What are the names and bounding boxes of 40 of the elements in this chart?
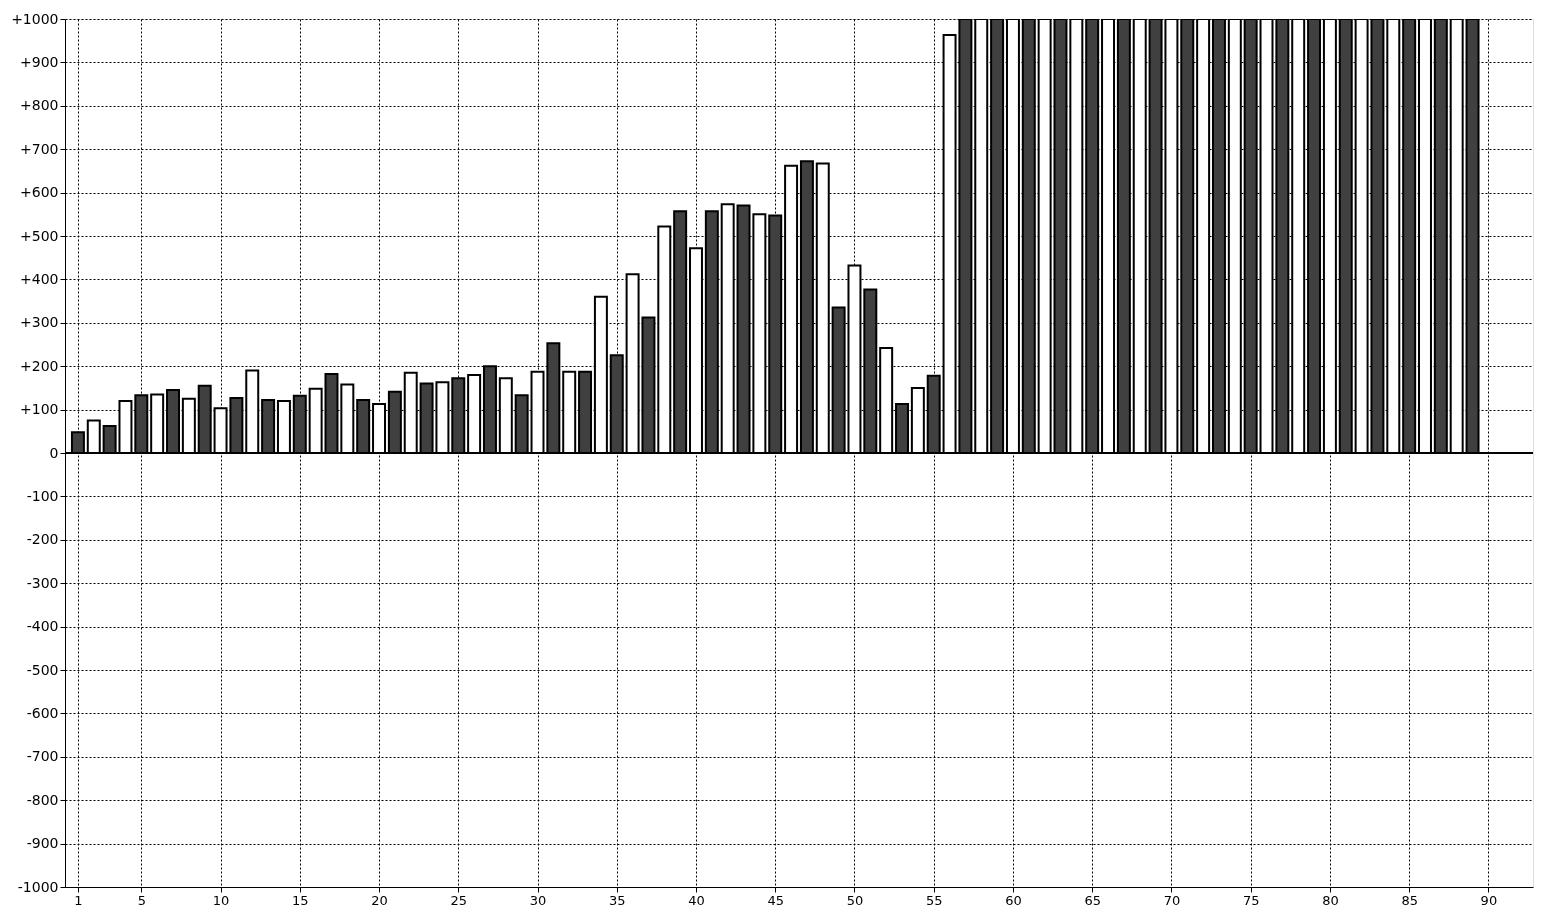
y-tick-label: +900 xyxy=(20,53,59,70)
x-tick-label: 55 xyxy=(925,892,943,906)
x-tick-label: 15 xyxy=(292,892,309,906)
y-tick-label: -100 xyxy=(26,487,59,504)
x-tick-label: 85 xyxy=(1401,892,1418,906)
x-tick-label: 45 xyxy=(767,892,784,906)
y-tick-label: -700 xyxy=(26,748,59,765)
y-tick-label: -800 xyxy=(26,791,59,808)
y-tick-label: -400 xyxy=(26,618,59,635)
x-tick-label: 20 xyxy=(371,892,388,906)
x-tick-label: 50 xyxy=(846,892,864,906)
y-tick-label: -900 xyxy=(26,835,59,852)
y-tick-label: 0 xyxy=(49,444,59,461)
y-tick-label: -600 xyxy=(26,704,59,721)
x-tick-label: 30 xyxy=(529,892,547,906)
x-tick-label: 1 xyxy=(74,892,83,906)
y-tick-label: +100 xyxy=(20,401,59,418)
y-tick-label: -300 xyxy=(26,574,59,591)
y-tick-label: +400 xyxy=(20,270,59,287)
x-tick-label: 70 xyxy=(1163,892,1181,906)
y-tick-label: +1000 xyxy=(11,10,59,27)
x-tick-label: 35 xyxy=(608,892,626,906)
y-tick-label: -200 xyxy=(26,531,59,548)
y-tick-label: -500 xyxy=(26,661,59,678)
x-tick-label: 25 xyxy=(450,892,468,906)
y-tick-label: +800 xyxy=(20,97,59,114)
x-tick-label: 5 xyxy=(137,892,146,906)
y-tick-label: +700 xyxy=(20,140,59,157)
x-tick-label: 75 xyxy=(1242,892,1260,906)
x-tick-label: 90 xyxy=(1480,892,1498,906)
y-tick-label: +500 xyxy=(20,227,59,244)
y-tick-label: -1000 xyxy=(17,878,59,895)
x-tick-label: 10 xyxy=(212,892,230,906)
y-tick-label: +300 xyxy=(20,314,59,331)
x-tick-label: 60 xyxy=(1005,892,1022,906)
x-tick-label: 80 xyxy=(1322,892,1339,906)
y-tick-label: +600 xyxy=(20,184,59,201)
y-tick-label: +200 xyxy=(20,357,59,374)
x-tick-label: 65 xyxy=(1084,892,1101,906)
x-tick-label: 40 xyxy=(688,892,705,906)
